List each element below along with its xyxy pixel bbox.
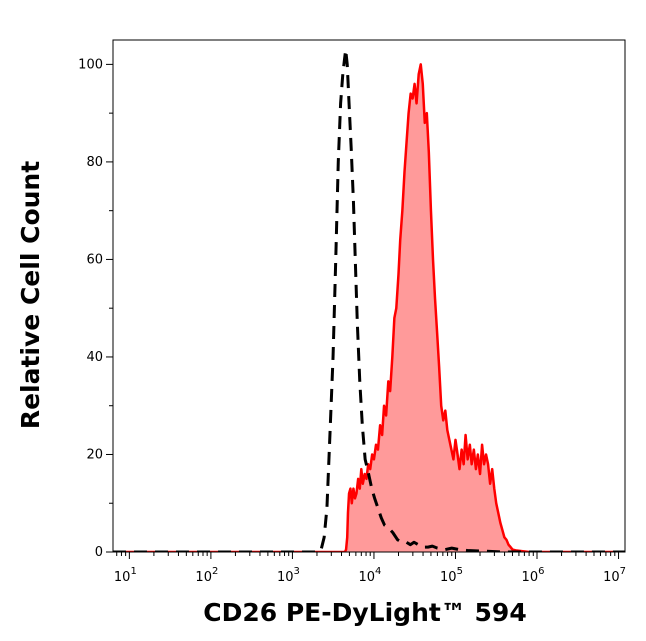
- y-tick-label: 40: [86, 350, 103, 365]
- x-tick-label: 106: [522, 566, 545, 585]
- x-axis: 101 102 103 104 105 106 107: [114, 552, 626, 585]
- plot-frame: [112, 39, 626, 553]
- x-tick-label: 104: [358, 566, 381, 585]
- y-tick-label: 0: [95, 545, 103, 560]
- series-line-control: [113, 48, 625, 552]
- x-tick-label: 105: [440, 566, 463, 585]
- y-tick-label: 80: [86, 155, 103, 170]
- series-line-stained: [113, 63, 625, 552]
- x-tick-label: 103: [277, 566, 300, 585]
- x-tick-label: 107: [603, 566, 626, 585]
- series-layer: [113, 48, 625, 552]
- x-axis-title: CD26 PE-DyLight™ 594: [203, 598, 526, 627]
- y-tick-label: 60: [86, 252, 103, 267]
- y-axis: 0 20 40 60 80 100: [78, 57, 113, 560]
- y-axis-title: Relative Cell Count: [16, 161, 45, 429]
- x-tick-label: 101: [114, 566, 137, 585]
- y-tick-label: 20: [86, 447, 103, 462]
- x-tick-label: 102: [195, 566, 218, 585]
- y-tick-label: 100: [78, 57, 103, 72]
